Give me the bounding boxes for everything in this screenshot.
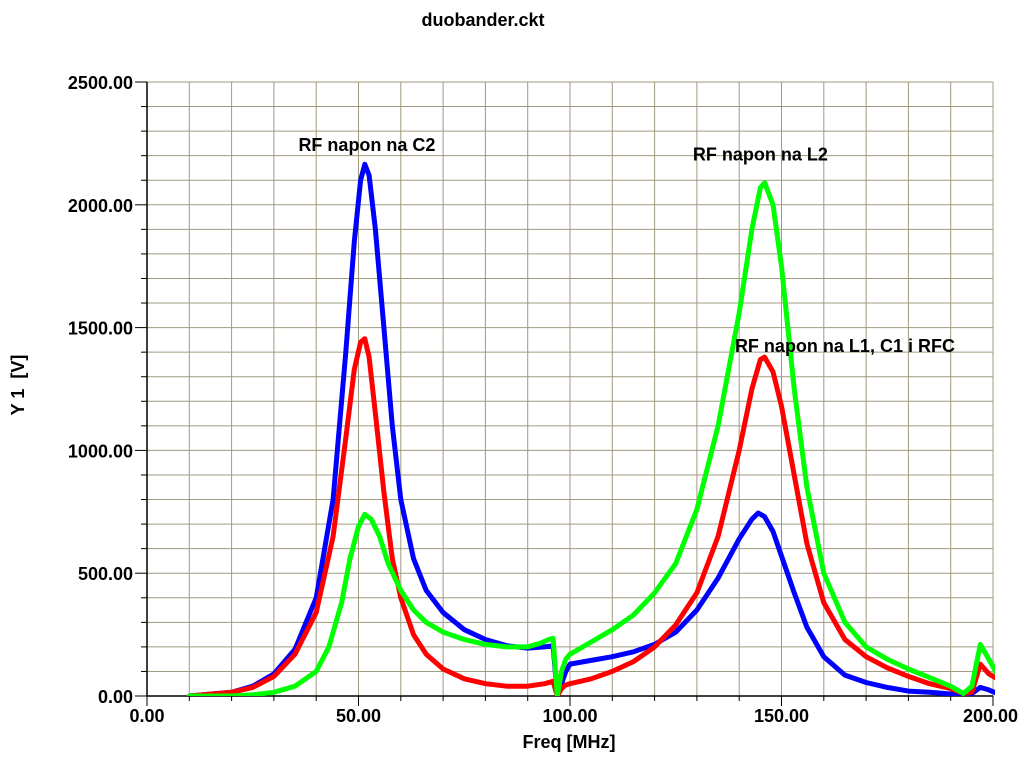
y-axis-label: Y 1 [V] bbox=[8, 355, 28, 416]
x-axis-label: Freq [MHz] bbox=[523, 732, 616, 752]
y-tick-label: 1500.00 bbox=[68, 319, 133, 339]
chart-title: duobander.ckt bbox=[421, 10, 544, 30]
series-line-2 bbox=[186, 336, 995, 696]
x-tick-label: 50.00 bbox=[336, 706, 381, 726]
y-tick-label: 0.00 bbox=[98, 687, 133, 707]
x-tick-label: 0.00 bbox=[129, 706, 164, 726]
x-tick-label: 200.00 bbox=[963, 706, 1018, 726]
x-tick-label: 150.00 bbox=[754, 706, 809, 726]
y-tick-label: 2500.00 bbox=[68, 73, 133, 93]
y-tick-label: 1000.00 bbox=[68, 441, 133, 461]
axes: 0.00 500.00 1000.00 1500.00 2000.00 2500.00 0.… bbox=[68, 73, 1018, 726]
y-tick-label: 2000.00 bbox=[68, 196, 133, 216]
series-group bbox=[186, 161, 995, 696]
y-tick-label: 500.00 bbox=[78, 564, 133, 584]
series-line-3 bbox=[186, 180, 995, 696]
grid bbox=[146, 81, 994, 697]
x-tick-label: 100.00 bbox=[542, 706, 597, 726]
annotation-label-2: RF napon na L2 bbox=[693, 145, 828, 165]
series-line-1 bbox=[186, 161, 995, 696]
annotations: RF napon na C2 RF napon na L2 RF napon na … bbox=[298, 135, 955, 356]
annotation-label-3: RF napon na L1, C1 i RFC bbox=[735, 336, 955, 356]
annotation-label-1: RF napon na C2 bbox=[298, 135, 435, 155]
